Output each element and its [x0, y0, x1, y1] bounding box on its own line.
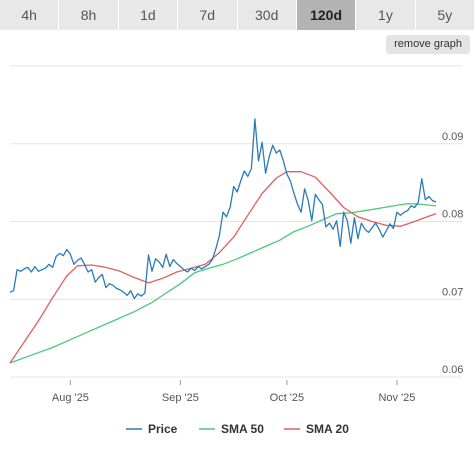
series-line-sma-50: [9, 202, 437, 364]
legend-label[interactable]: Price: [148, 422, 178, 436]
chart-series: [9, 118, 437, 364]
y-tick-label: 0.08: [442, 209, 463, 221]
chart-legend: Price SMA 50 SMA 20: [126, 422, 349, 436]
tab-7d[interactable]: 7d: [178, 0, 238, 30]
x-axis: Aug '25 Sep '25 Oct '25 Nov '25: [52, 380, 415, 404]
tab-1d[interactable]: 1d: [118, 0, 179, 30]
series-line-price: [9, 118, 437, 300]
time-range-tabs: 4h 8h 1d 7d 30d 120d 1y 5y: [0, 0, 474, 30]
chart-grid: [10, 65, 462, 378]
y-axis: 0.06 0.07 0.08 0.09: [442, 131, 463, 376]
legend-label[interactable]: SMA 50: [221, 422, 264, 436]
tab-5y[interactable]: 5y: [415, 0, 474, 30]
tab-30d[interactable]: 30d: [237, 0, 297, 30]
y-tick-label: 0.06: [442, 364, 463, 376]
legend-label[interactable]: SMA 20: [306, 422, 349, 436]
remove-graph-button[interactable]: remove graph: [386, 35, 470, 54]
x-tick-label: Nov '25: [378, 392, 415, 404]
x-tick-label: Aug '25: [52, 392, 89, 404]
tab-8h[interactable]: 8h: [59, 0, 119, 30]
x-tick-label: Sep '25: [162, 392, 199, 404]
y-tick-label: 0.09: [442, 131, 463, 143]
tab-4h[interactable]: 4h: [0, 0, 60, 30]
x-tick-label: Oct '25: [270, 392, 305, 404]
tab-120d[interactable]: 120d: [296, 0, 357, 30]
tab-1y[interactable]: 1y: [356, 0, 416, 30]
series-line-sma-20: [9, 171, 437, 364]
y-tick-label: 0.07: [442, 286, 463, 298]
